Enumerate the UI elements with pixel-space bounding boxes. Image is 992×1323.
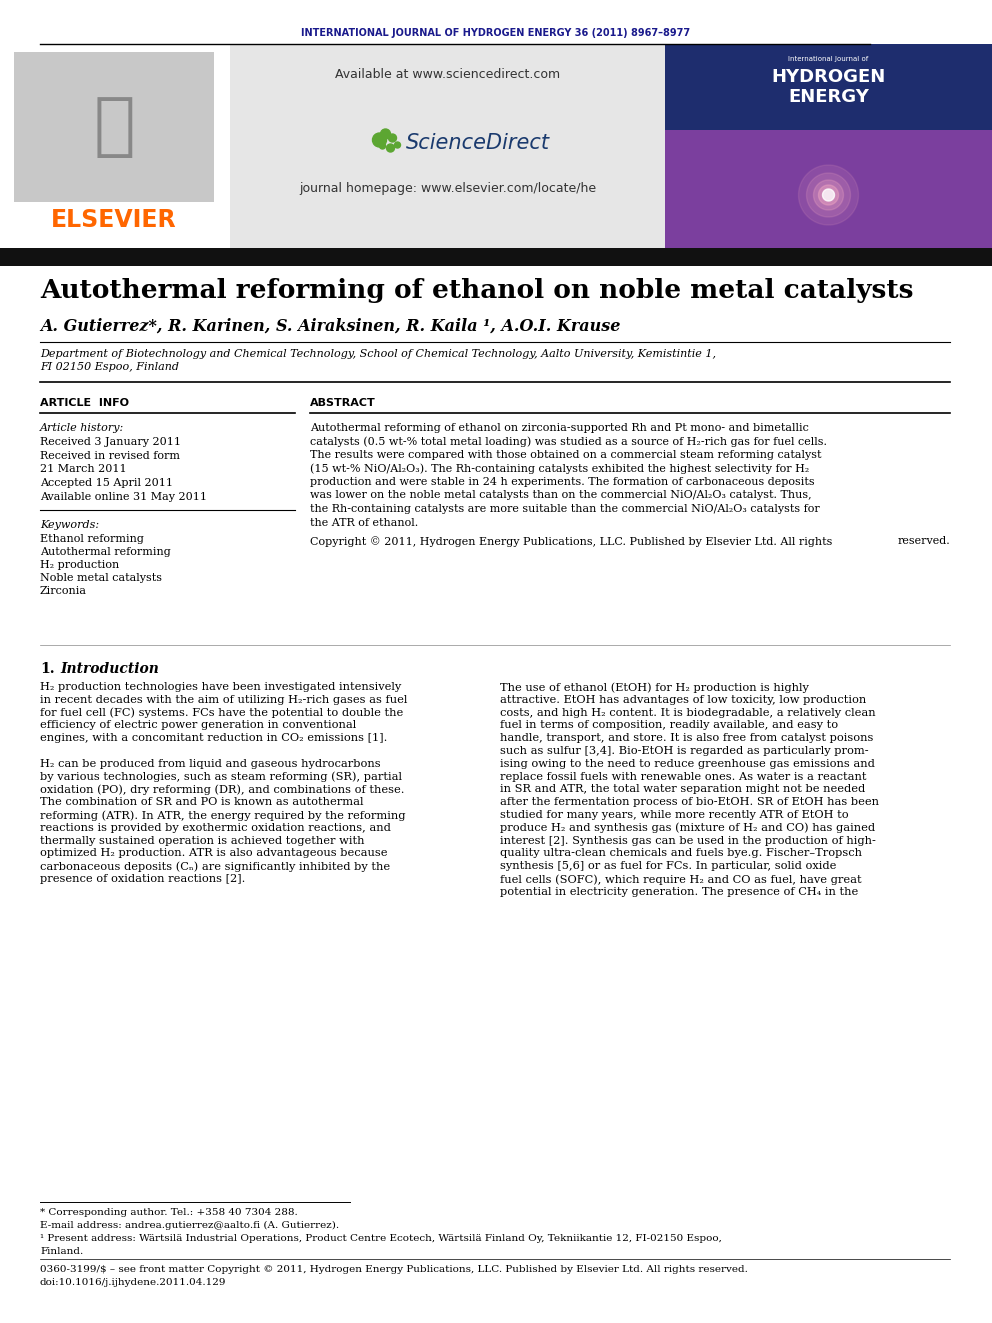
- Text: costs, and high H₂ content. It is biodegradable, a relatively clean: costs, and high H₂ content. It is biodeg…: [500, 708, 876, 717]
- Text: Available online 31 May 2011: Available online 31 May 2011: [40, 492, 207, 501]
- Text: Available at www.sciencedirect.com: Available at www.sciencedirect.com: [335, 67, 560, 81]
- Text: after the fermentation process of bio-EtOH. SR of EtOH has been: after the fermentation process of bio-Et…: [500, 798, 879, 807]
- Text: replace fossil fuels with renewable ones. As water is a reactant: replace fossil fuels with renewable ones…: [500, 771, 866, 782]
- Bar: [0, 247, 992, 266]
- Polygon shape: [813, 180, 843, 210]
- Polygon shape: [799, 165, 858, 225]
- Text: reforming (ATR). In ATR, the energy required by the reforming: reforming (ATR). In ATR, the energy requ…: [40, 810, 406, 820]
- Text: presence of oxidation reactions [2].: presence of oxidation reactions [2].: [40, 875, 245, 884]
- Bar: [665, 130, 992, 247]
- Text: catalysts (0.5 wt-% total metal loading) was studied as a source of H₂-rich gas : catalysts (0.5 wt-% total metal loading)…: [310, 437, 827, 447]
- Text: Accepted 15 April 2011: Accepted 15 April 2011: [40, 478, 173, 488]
- Text: fuel cells (SOFC), which require H₂ and CO as fuel, have great: fuel cells (SOFC), which require H₂ and …: [500, 875, 862, 885]
- Text: by various technologies, such as steam reforming (SR), partial: by various technologies, such as steam r…: [40, 771, 402, 782]
- Text: optimized H₂ production. ATR is also advantageous because: optimized H₂ production. ATR is also adv…: [40, 848, 388, 859]
- Text: Copyright © 2011, Hydrogen Energy Publications, LLC. Published by Elsevier Ltd. : Copyright © 2011, Hydrogen Energy Public…: [310, 536, 832, 546]
- Circle shape: [381, 130, 391, 139]
- Text: Autothermal reforming of ethanol on noble metal catalysts: Autothermal reforming of ethanol on nobl…: [40, 278, 914, 303]
- Circle shape: [389, 134, 397, 142]
- Text: The combination of SR and PO is known as autothermal: The combination of SR and PO is known as…: [40, 798, 363, 807]
- Text: ScienceDirect: ScienceDirect: [406, 134, 550, 153]
- Text: ELSEVIER: ELSEVIER: [52, 208, 177, 232]
- Text: studied for many years, while more recently ATR of EtOH to: studied for many years, while more recen…: [500, 810, 848, 820]
- Text: ising owing to the need to reduce greenhouse gas emissions and: ising owing to the need to reduce greenh…: [500, 759, 875, 769]
- Text: reserved.: reserved.: [897, 536, 950, 546]
- Text: in SR and ATR, the total water separation might not be needed: in SR and ATR, the total water separatio…: [500, 785, 865, 794]
- Bar: [0, 44, 230, 247]
- Text: 1.: 1.: [40, 662, 55, 676]
- Circle shape: [380, 143, 386, 149]
- Text: attractive. EtOH has advantages of low toxicity, low production: attractive. EtOH has advantages of low t…: [500, 695, 866, 705]
- Text: The use of ethanol (EtOH) for H₂ production is highly: The use of ethanol (EtOH) for H₂ product…: [500, 681, 808, 692]
- Text: A. Gutierrez*, R. Karinen, S. Airaksinen, R. Kaila ¹, A.O.I. Krause: A. Gutierrez*, R. Karinen, S. Airaksinen…: [40, 318, 620, 335]
- Text: thermally sustained operation is achieved together with: thermally sustained operation is achieve…: [40, 836, 364, 845]
- Text: Introduction: Introduction: [60, 662, 159, 676]
- Polygon shape: [806, 173, 850, 217]
- Text: the Rh-containing catalysts are more suitable than the commercial NiO/Al₂O₃ cata: the Rh-containing catalysts are more sui…: [310, 504, 819, 515]
- Text: handle, transport, and store. It is also free from catalyst poisons: handle, transport, and store. It is also…: [500, 733, 873, 744]
- Text: fuel in terms of composition, readily available, and easy to: fuel in terms of composition, readily av…: [500, 721, 838, 730]
- Text: 0360-3199/$ – see front matter Copyright © 2011, Hydrogen Energy Publications, L: 0360-3199/$ – see front matter Copyright…: [40, 1265, 748, 1274]
- Text: ENERGY: ENERGY: [788, 89, 869, 106]
- Text: synthesis [5,6] or as fuel for FCs. In particular, solid oxide: synthesis [5,6] or as fuel for FCs. In p…: [500, 861, 836, 872]
- Text: carbonaceous deposits (Cₙ) are significantly inhibited by the: carbonaceous deposits (Cₙ) are significa…: [40, 861, 390, 872]
- Text: Department of Biotechnology and Chemical Technology, School of Chemical Technolo: Department of Biotechnology and Chemical…: [40, 349, 716, 359]
- Bar: [14, 52, 214, 202]
- Circle shape: [387, 144, 395, 152]
- Bar: [665, 44, 992, 247]
- Text: * Corresponding author. Tel.: +358 40 7304 288.: * Corresponding author. Tel.: +358 40 73…: [40, 1208, 298, 1217]
- Text: INTERNATIONAL JOURNAL OF HYDROGEN ENERGY 36 (2011) 8967–8977: INTERNATIONAL JOURNAL OF HYDROGEN ENERGY…: [302, 28, 690, 38]
- Polygon shape: [822, 189, 834, 201]
- Text: 21 March 2011: 21 March 2011: [40, 464, 127, 474]
- Text: International Journal of: International Journal of: [789, 56, 869, 62]
- Text: The results were compared with those obtained on a commercial steam reforming ca: The results were compared with those obt…: [310, 450, 821, 460]
- Text: H₂ can be produced from liquid and gaseous hydrocarbons: H₂ can be produced from liquid and gaseo…: [40, 759, 381, 769]
- Text: reactions is provided by exothermic oxidation reactions, and: reactions is provided by exothermic oxid…: [40, 823, 391, 832]
- Text: Autothermal reforming of ethanol on zirconia-supported Rh and Pt mono- and bimet: Autothermal reforming of ethanol on zirc…: [310, 423, 808, 433]
- Text: produce H₂ and synthesis gas (mixture of H₂ and CO) has gained: produce H₂ and synthesis gas (mixture of…: [500, 823, 875, 833]
- Text: the ATR of ethanol.: the ATR of ethanol.: [310, 517, 419, 528]
- Polygon shape: [818, 185, 838, 205]
- Text: interest [2]. Synthesis gas can be used in the production of high-: interest [2]. Synthesis gas can be used …: [500, 836, 876, 845]
- Text: quality ultra-clean chemicals and fuels bye.g. Fischer–Tropsch: quality ultra-clean chemicals and fuels …: [500, 848, 862, 859]
- Circle shape: [395, 142, 401, 148]
- Circle shape: [373, 134, 387, 147]
- Text: Received 3 January 2011: Received 3 January 2011: [40, 437, 181, 447]
- Text: such as sulfur [3,4]. Bio-EtOH is regarded as particularly prom-: such as sulfur [3,4]. Bio-EtOH is regard…: [500, 746, 869, 755]
- Text: engines, with a concomitant reduction in CO₂ emissions [1].: engines, with a concomitant reduction in…: [40, 733, 387, 744]
- Text: journal homepage: www.elsevier.com/locate/he: journal homepage: www.elsevier.com/locat…: [299, 183, 596, 194]
- Text: FI 02150 Espoo, Finland: FI 02150 Espoo, Finland: [40, 363, 179, 372]
- Text: production and were stable in 24 h experiments. The formation of carbonaceous de: production and were stable in 24 h exper…: [310, 478, 814, 487]
- Text: Zirconia: Zirconia: [40, 586, 87, 595]
- Text: H₂ production: H₂ production: [40, 560, 119, 570]
- Text: Finland.: Finland.: [40, 1248, 83, 1256]
- Text: H₂ production technologies have been investigated intensively: H₂ production technologies have been inv…: [40, 681, 401, 692]
- Text: oxidation (PO), dry reforming (DR), and combinations of these.: oxidation (PO), dry reforming (DR), and …: [40, 785, 405, 795]
- Text: was lower on the noble metal catalysts than on the commercial NiO/Al₂O₃ catalyst: was lower on the noble metal catalysts t…: [310, 491, 811, 500]
- Bar: [230, 44, 665, 247]
- Text: ARTICLE  INFO: ARTICLE INFO: [40, 398, 129, 407]
- Text: ¹ Present address: Wärtsilä Industrial Operations, Product Centre Ecotech, Wärts: ¹ Present address: Wärtsilä Industrial O…: [40, 1234, 722, 1244]
- Text: HYDROGEN: HYDROGEN: [772, 67, 886, 86]
- Text: Article history:: Article history:: [40, 423, 124, 433]
- Text: Ethanol reforming: Ethanol reforming: [40, 534, 144, 544]
- Text: Noble metal catalysts: Noble metal catalysts: [40, 573, 162, 583]
- Text: Keywords:: Keywords:: [40, 520, 99, 531]
- Text: doi:10.1016/j.ijhydene.2011.04.129: doi:10.1016/j.ijhydene.2011.04.129: [40, 1278, 226, 1287]
- Text: E-mail address: andrea.gutierrez@aalto.fi (A. Gutierrez).: E-mail address: andrea.gutierrez@aalto.f…: [40, 1221, 339, 1230]
- Text: ABSTRACT: ABSTRACT: [310, 398, 376, 407]
- Text: Received in revised form: Received in revised form: [40, 451, 180, 460]
- Text: Autothermal reforming: Autothermal reforming: [40, 546, 171, 557]
- Text: in recent decades with the aim of utilizing H₂-rich gases as fuel: in recent decades with the aim of utiliz…: [40, 695, 408, 705]
- Text: for fuel cell (FC) systems. FCs have the potential to double the: for fuel cell (FC) systems. FCs have the…: [40, 708, 404, 718]
- Text: 🌳: 🌳: [93, 94, 135, 160]
- Text: (15 wt-% NiO/Al₂O₃). The Rh-containing catalysts exhibited the highest selectivi: (15 wt-% NiO/Al₂O₃). The Rh-containing c…: [310, 463, 809, 474]
- Text: efficiency of electric power generation in conventional: efficiency of electric power generation …: [40, 721, 356, 730]
- Text: potential in electricity generation. The presence of CH₄ in the: potential in electricity generation. The…: [500, 886, 858, 897]
